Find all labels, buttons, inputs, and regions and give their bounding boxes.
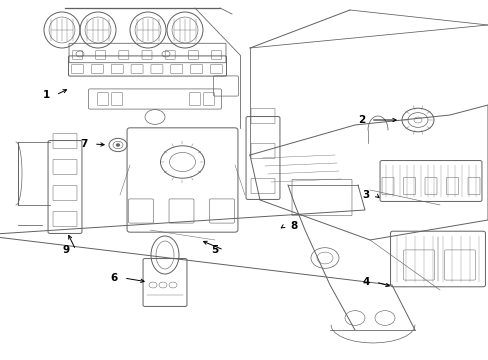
Text: 3: 3 — [362, 190, 369, 200]
Circle shape — [116, 144, 120, 147]
Text: 9: 9 — [63, 245, 70, 255]
Text: 7: 7 — [81, 139, 88, 149]
Text: 1: 1 — [42, 90, 50, 100]
Text: 2: 2 — [357, 115, 364, 125]
Text: 5: 5 — [210, 245, 218, 255]
Text: 8: 8 — [289, 221, 297, 231]
Text: 4: 4 — [362, 277, 369, 287]
Text: 6: 6 — [110, 273, 118, 283]
